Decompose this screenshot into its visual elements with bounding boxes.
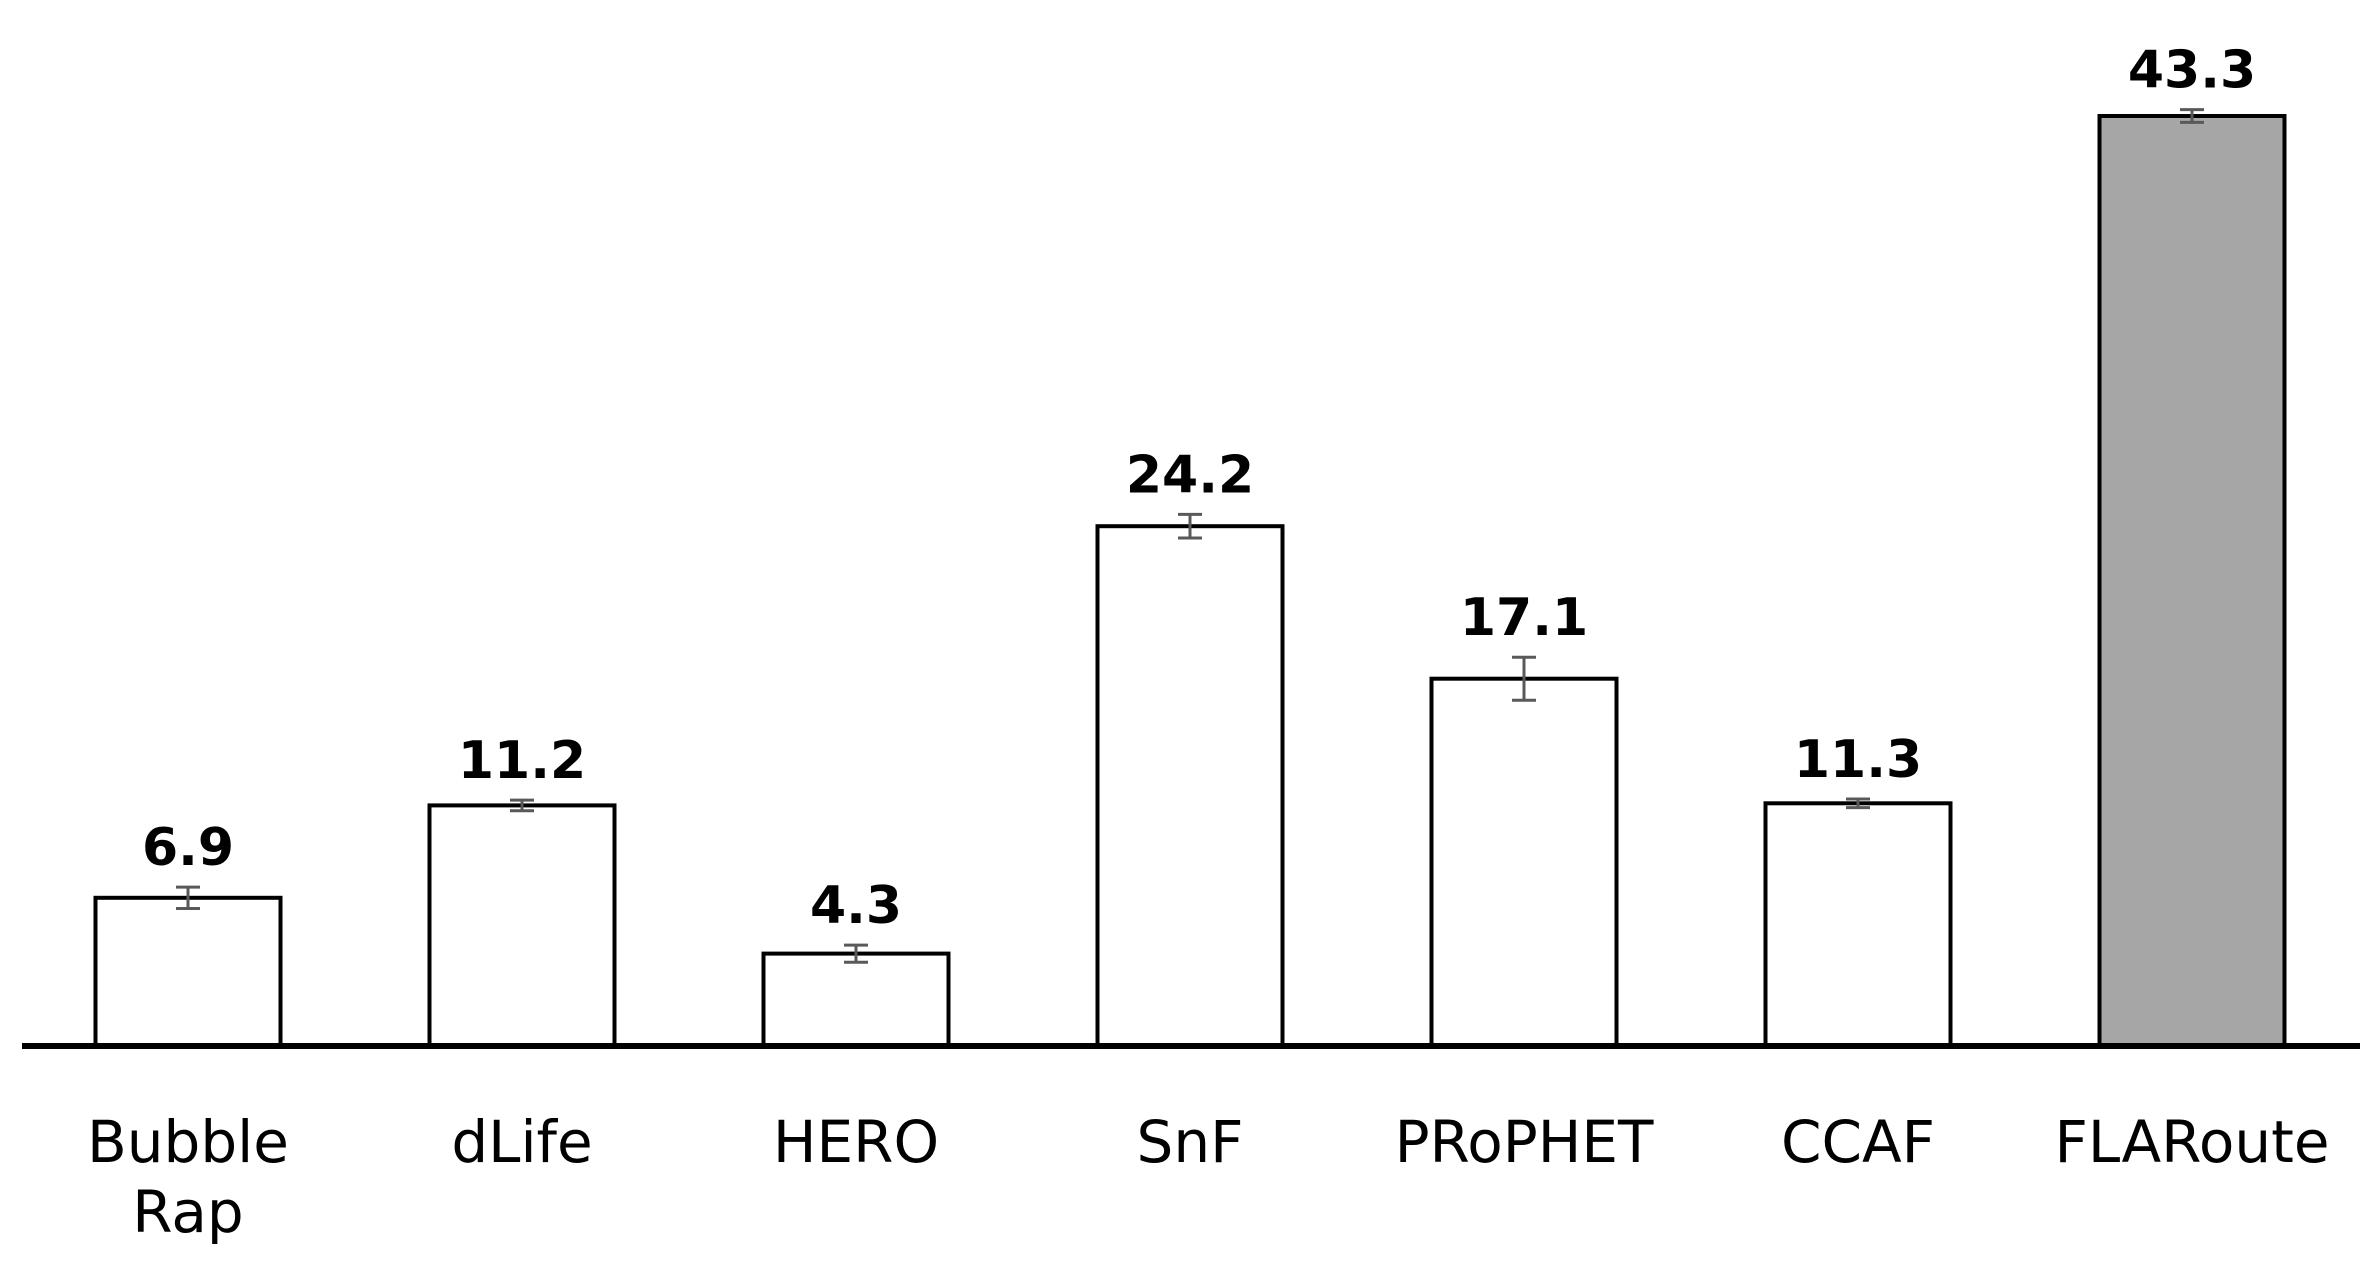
value-label-hero: 4.3 [810,876,902,936]
bar-bubble-rap [93,895,283,1048]
category-label-snf: SnF [1137,1108,1244,1176]
bar-dlife [427,803,617,1049]
error-bar-prophet [1512,655,1536,702]
error-bar-snf [1178,512,1202,540]
value-label-flaroute: 43.3 [2128,41,2256,101]
value-labels-layer: 6.9 11.2 4.3 24.2 17.1 11.3 43.3 [142,41,2256,936]
value-label-prophet: 17.1 [1460,588,1588,648]
value-label-bubble-rap: 6.9 [142,818,234,878]
category-label-prophet: PRoPHET [1395,1108,1654,1176]
error-bar-flaroute [2180,108,2204,124]
error-bars-layer [176,108,2204,964]
category-label-bubble-rap: Bubble Rap [87,1108,289,1246]
category-label-flaroute: FLARoute [2054,1108,2329,1176]
value-label-snf: 24.2 [1126,445,1254,505]
value-label-dlife: 11.2 [458,731,586,791]
error-bar-ccaf [1846,797,1870,810]
bar-prophet [1429,676,1619,1048]
category-label-ccaf: CCAF [1781,1108,1935,1176]
bar-ccaf [1763,801,1953,1048]
error-bar-dlife [510,798,534,813]
category-labels-layer: Bubble Rap dLife HERO SnF PRoPHET CCAF FLARoute [87,1108,2330,1246]
bars-layer [93,114,2287,1049]
value-label-ccaf: 11.3 [1794,730,1922,790]
error-bar-hero [844,943,868,964]
bar-flaroute [2097,114,2287,1048]
error-bar-bubble-rap [176,885,200,910]
category-label-hero: HERO [773,1108,939,1176]
bar-snf [1095,524,1285,1048]
bar-hero [761,951,951,1048]
category-label-dlife: dLife [451,1108,592,1176]
